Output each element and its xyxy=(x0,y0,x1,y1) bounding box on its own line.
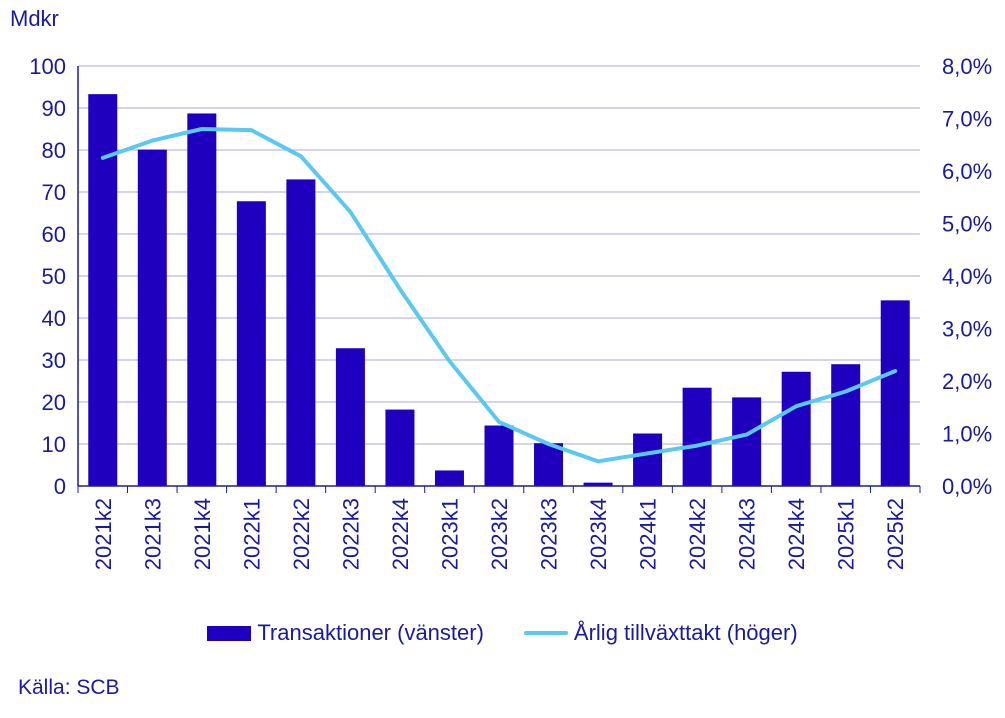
x-tick-label: 2021k2 xyxy=(91,498,116,570)
bar xyxy=(434,470,464,486)
legend-item-line: Årlig tillväxttakt (höger) xyxy=(523,620,798,646)
x-tick-label: 2021k4 xyxy=(190,498,215,570)
legend: Transaktioner (vänster) Årlig tillväxtta… xyxy=(0,620,1005,646)
x-tick-label: 2024k2 xyxy=(685,498,710,570)
bar xyxy=(583,482,613,486)
source-note: Källa: SCB xyxy=(18,676,120,699)
y-left-tick-label: 80 xyxy=(42,138,66,163)
y-right-tick-label: 4,0% xyxy=(942,264,992,289)
y-right-tick-label: 3,0% xyxy=(942,317,992,342)
x-tick-label: 2023k4 xyxy=(586,498,611,570)
y-left-tick-label: 60 xyxy=(42,222,66,247)
y-right-tick-label: 7,0% xyxy=(942,107,992,132)
y-left-tick-label: 30 xyxy=(42,348,66,373)
x-tick-label: 2024k4 xyxy=(784,498,809,570)
y-right-tick-label: 5,0% xyxy=(942,212,992,237)
x-tick-label: 2022k4 xyxy=(388,498,413,570)
x-tick-label: 2022k3 xyxy=(338,498,363,570)
x-tick-label: 2022k2 xyxy=(289,498,314,570)
x-tick-label: 2025k1 xyxy=(834,498,859,570)
bar xyxy=(534,443,564,486)
growth-rate-line xyxy=(100,127,898,464)
bar xyxy=(187,113,217,487)
legend-label-line: Årlig tillväxttakt (höger) xyxy=(573,620,798,645)
y-left-tick-label: 40 xyxy=(42,306,66,331)
x-tick-label: 2022k1 xyxy=(239,498,264,570)
y-left-tick-label: 10 xyxy=(42,432,66,457)
bar xyxy=(732,397,762,486)
bar xyxy=(781,371,811,486)
y-left-tick-label: 90 xyxy=(42,96,66,121)
legend-line-swatch xyxy=(523,631,568,635)
legend-item-bars: Transaktioner (vänster) xyxy=(207,620,484,646)
bar xyxy=(137,149,167,486)
y-right-tick-label: 0,0% xyxy=(942,474,992,499)
bar xyxy=(831,364,861,486)
y-left-tick-label: 20 xyxy=(42,390,66,415)
y-left-tick-label: 100 xyxy=(29,54,66,79)
bar xyxy=(484,425,514,486)
bar xyxy=(880,300,910,486)
y-left-tick-label: 0 xyxy=(54,474,66,499)
legend-bar-swatch xyxy=(207,625,252,641)
y-left-tick-label: 50 xyxy=(42,264,66,289)
x-tick-label: 2021k3 xyxy=(140,498,165,570)
bar xyxy=(286,179,316,486)
x-tick-label: 2023k2 xyxy=(487,498,512,570)
bar xyxy=(682,387,712,486)
x-tick-label: 2023k3 xyxy=(537,498,562,570)
y-right-tick-label: 2,0% xyxy=(942,369,992,394)
x-tick-label: 2025k2 xyxy=(883,498,908,570)
x-tick-label: 2023k1 xyxy=(437,498,462,570)
y-right-tick-label: 8,0% xyxy=(942,54,992,79)
bar xyxy=(633,433,663,486)
x-tick-label: 2024k3 xyxy=(735,498,760,570)
bar xyxy=(335,348,365,486)
bar xyxy=(236,201,266,487)
bar xyxy=(385,409,415,486)
y-axis-unit-label: Mdkr xyxy=(10,6,59,31)
legend-label-bars: Transaktioner (vänster) xyxy=(257,620,484,645)
x-tick-label: 2024k1 xyxy=(636,498,661,570)
y-right-tick-label: 6,0% xyxy=(942,159,992,184)
y-right-tick-label: 1,0% xyxy=(942,422,992,447)
y-left-tick-label: 70 xyxy=(42,180,66,205)
